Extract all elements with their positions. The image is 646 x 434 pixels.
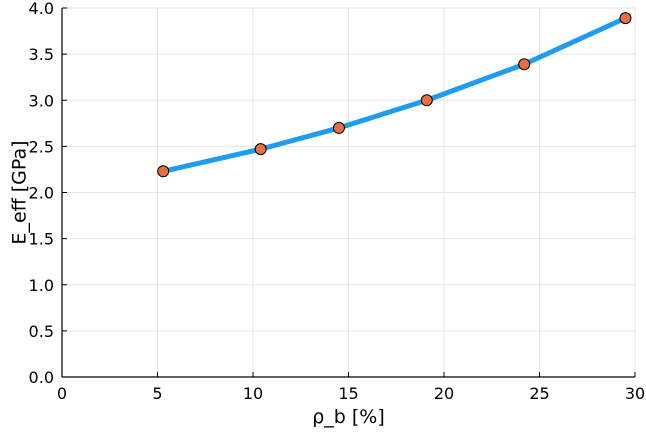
x-tick-label: 30 — [625, 384, 645, 403]
grid — [61, 7, 636, 378]
y-tick-label: 2.0 — [29, 184, 54, 203]
y-tick-label: 1.5 — [29, 230, 54, 249]
x-tick-label: 25 — [529, 384, 549, 403]
tick-labels: 0 5 10 15 20 25 30 0.0 0.5 1.0 1.5 2.0 2.5 3.0 3.5 4.0 — [29, 0, 646, 403]
x-tick-label: 10 — [243, 384, 263, 403]
series-line — [160, 15, 628, 174]
x-axis-label: ρ_b [%] — [312, 406, 385, 428]
y-tick-label: 0.0 — [29, 368, 54, 387]
y-tick-label: 2.5 — [29, 137, 54, 156]
data-point — [254, 143, 267, 156]
y-tick-label: 3.0 — [29, 91, 54, 110]
data-point — [332, 121, 345, 134]
x-tick-label: 0 — [57, 384, 67, 403]
data-point — [157, 165, 170, 178]
data-point — [518, 58, 531, 71]
axes — [61, 7, 636, 378]
x-tick-label: 20 — [434, 384, 454, 403]
y-axis-label: E_eff [GPa] — [9, 140, 31, 244]
x-tick-label: 15 — [338, 384, 358, 403]
x-tick-label: 5 — [152, 384, 162, 403]
y-tick-label: 0.5 — [29, 322, 54, 341]
data-point — [619, 12, 632, 25]
y-tick-label: 3.5 — [29, 45, 54, 64]
series-layer — [157, 12, 632, 178]
y-tick-label: 4.0 — [29, 0, 54, 18]
data-point — [420, 94, 433, 107]
y-tick-label: 1.0 — [29, 276, 54, 295]
